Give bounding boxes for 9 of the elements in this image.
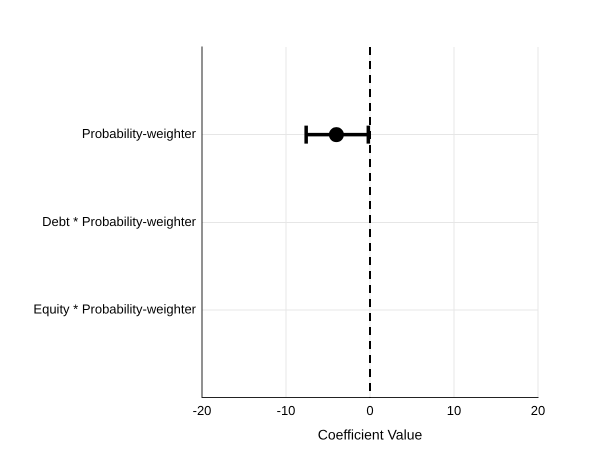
x-tick-label: -20 <box>192 402 212 418</box>
y-tick-label: Debt * Probability-weighter <box>42 214 197 229</box>
x-tick-label: -10 <box>276 402 296 418</box>
x-tick-label: 0 <box>366 402 374 418</box>
x-tick-label: 20 <box>530 402 546 418</box>
y-tick-label: Probability-weighter <box>82 126 197 142</box>
y-tick-label: Equity * Probability-weighter <box>33 302 197 317</box>
x-tick-label: 10 <box>446 402 462 418</box>
x-axis-title: Coefficient Value <box>318 426 422 442</box>
